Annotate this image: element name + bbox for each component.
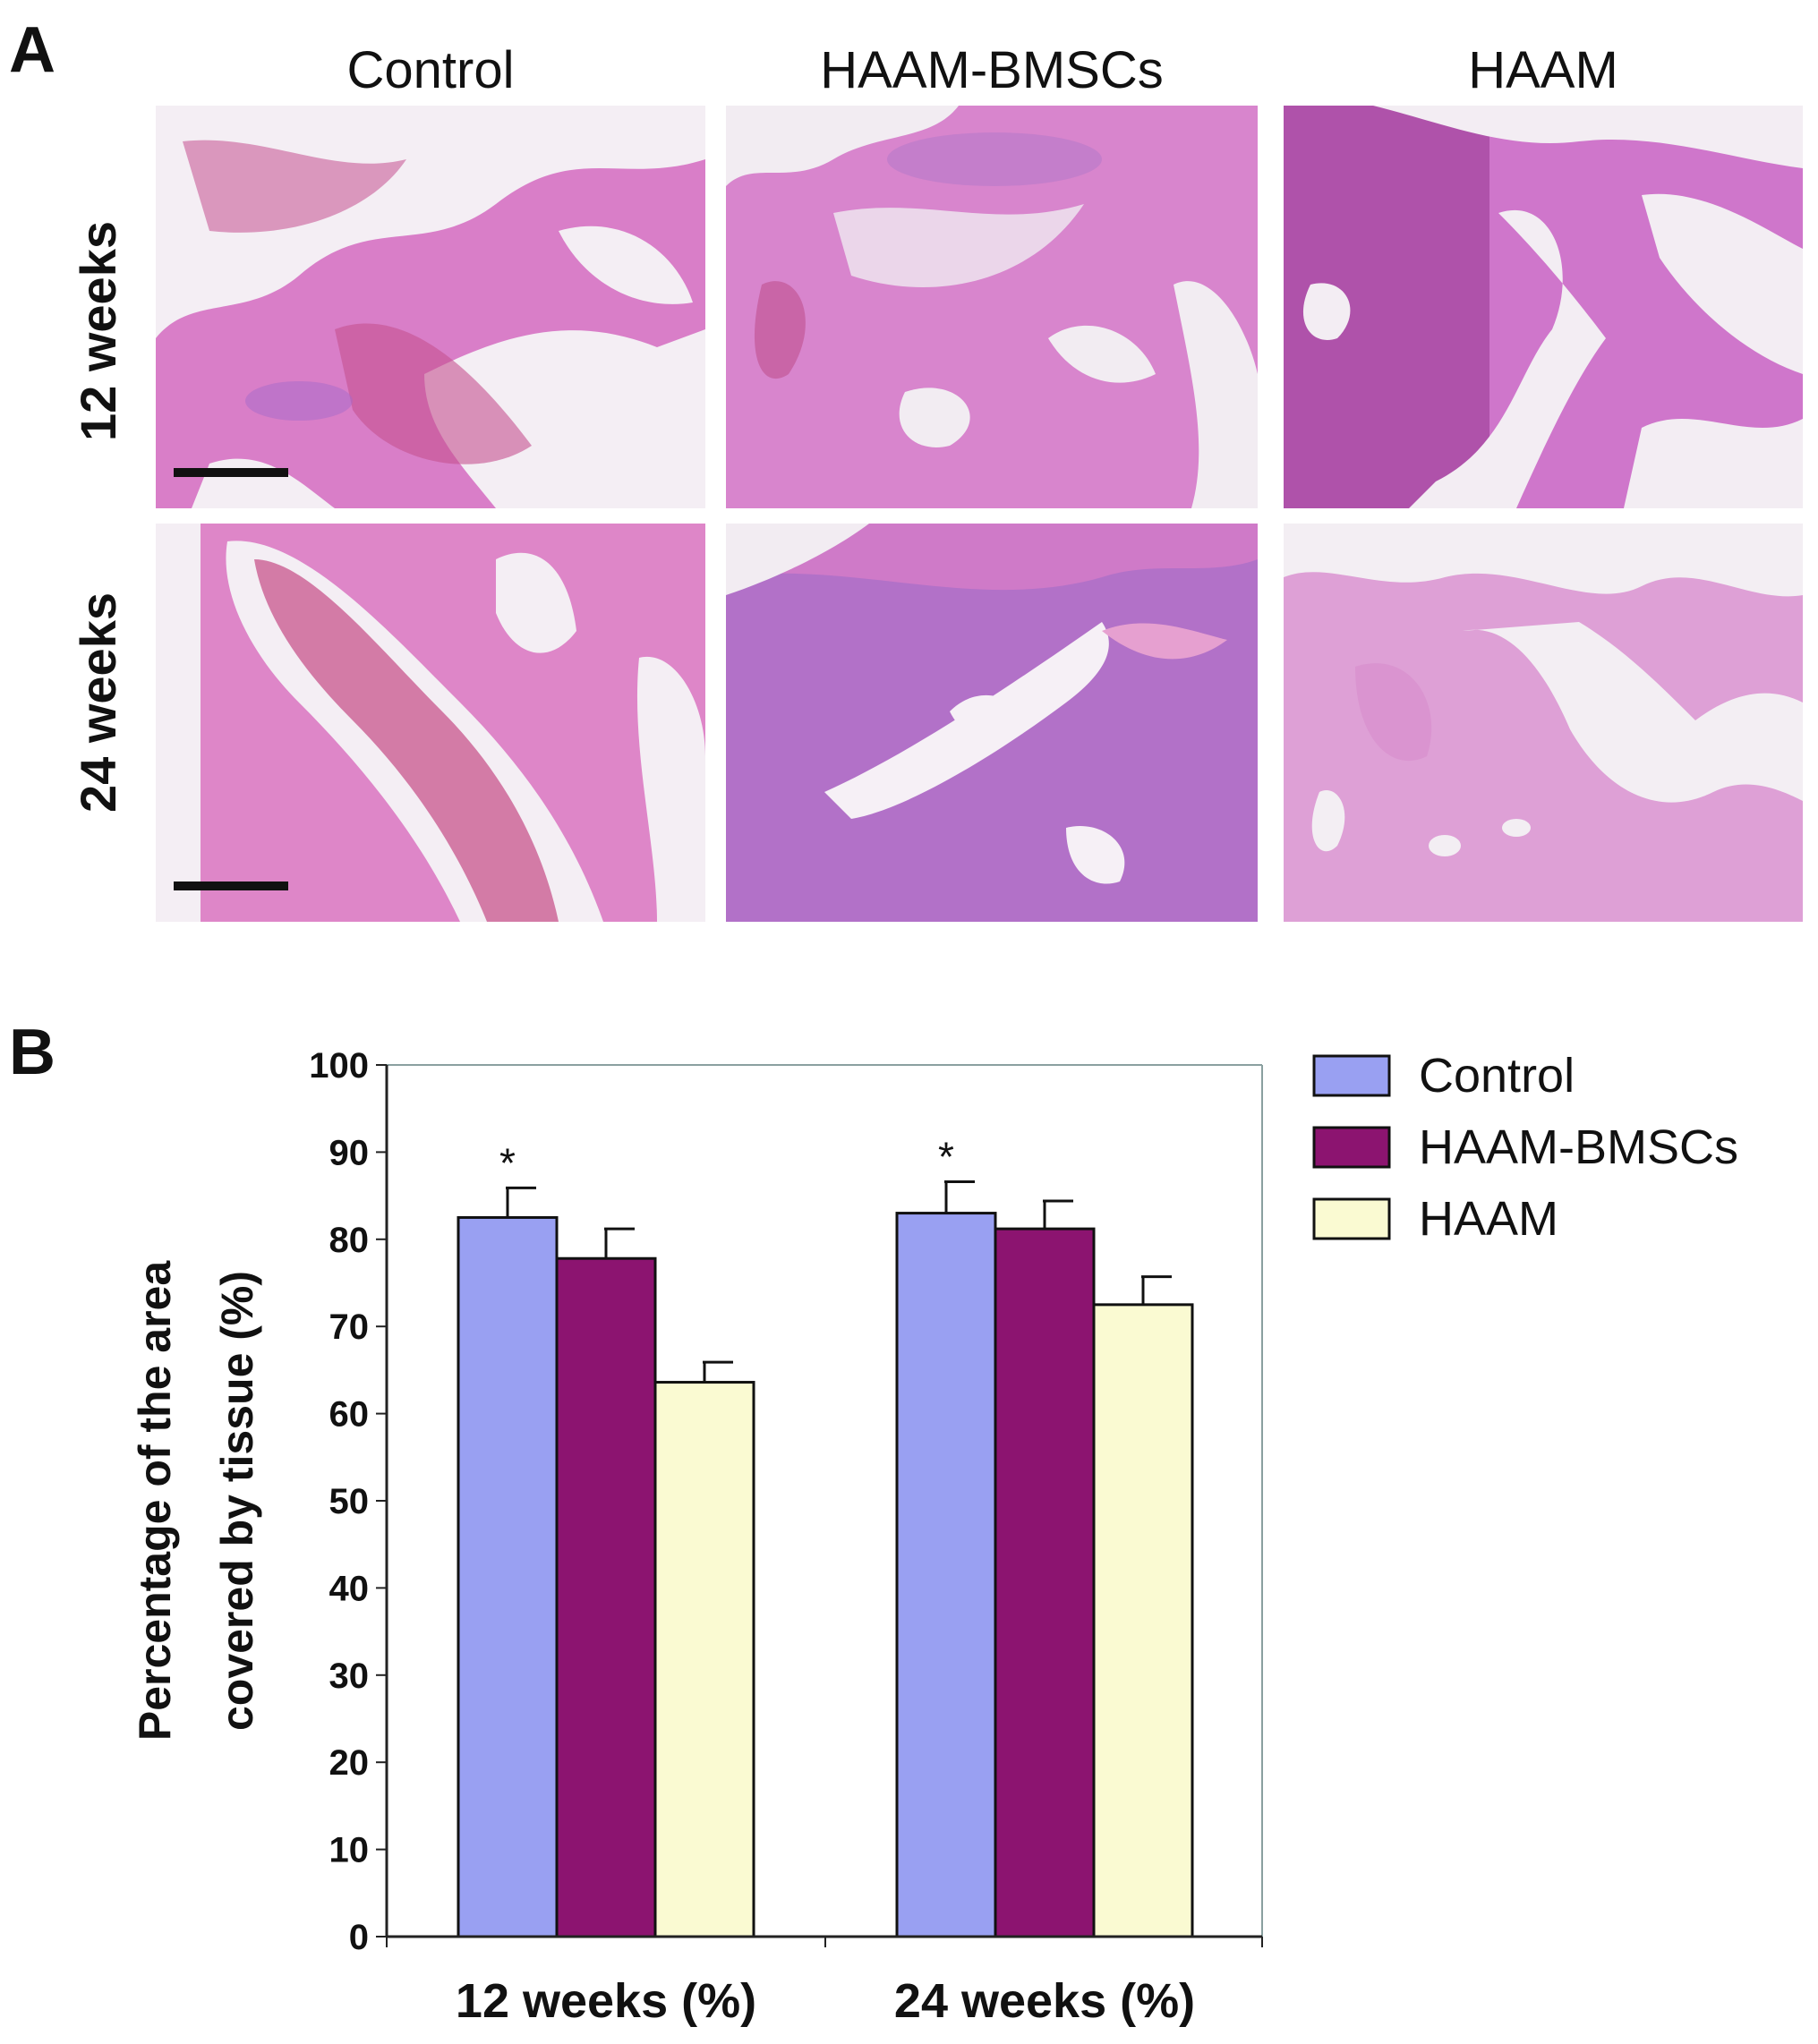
- y-axis-label-line: covered by tissue (%): [212, 1271, 262, 1731]
- column-header-haam: HAAM: [1468, 41, 1618, 99]
- legend-label: Control: [1419, 1049, 1575, 1103]
- row-label-24-weeks: 24 weeks: [70, 592, 126, 813]
- micrograph-control-24-weeks: [156, 524, 705, 922]
- y-axis-label: Percentage of the area covered by tissue …: [130, 1260, 262, 1742]
- micrograph-haam-bmscs-24-weeks: [726, 524, 1258, 922]
- y-tick-label: 60: [329, 1395, 370, 1435]
- x-axis-ticks: 12 weeks (%) 24 weeks (%): [456, 1974, 1195, 2028]
- column-header-haam-bmscs: HAAM-BMSCs: [820, 41, 1164, 99]
- legend-label: HAAM: [1419, 1192, 1558, 1246]
- panel-b-label: B: [9, 1017, 55, 1088]
- micrograph-haam-24-weeks: [1284, 524, 1803, 922]
- legend-swatch: [1312, 1054, 1391, 1097]
- micrograph-control-12-weeks: [156, 106, 705, 508]
- bars: * *: [457, 1134, 1194, 1938]
- bar: [895, 1212, 997, 1938]
- legend-label: HAAM-BMSCs: [1419, 1120, 1738, 1174]
- y-tick-label: 20: [329, 1743, 370, 1783]
- bar: [555, 1256, 657, 1938]
- y-tick-label: 30: [329, 1656, 370, 1696]
- bar: [1092, 1303, 1194, 1938]
- plot-frame: [385, 1064, 1263, 1947]
- micrograph-haam-bmscs-12-weeks: [726, 106, 1258, 508]
- bar: [457, 1215, 559, 1938]
- column-header-control: Control: [346, 41, 515, 99]
- y-tick-label: 80: [329, 1221, 370, 1260]
- y-tick-label: 50: [329, 1482, 370, 1521]
- y-tick-label: 0: [349, 1918, 369, 1957]
- row-label-12-weeks: 12 weeks: [70, 221, 126, 441]
- y-tick-label: 40: [329, 1569, 370, 1608]
- panel-a-label: A: [9, 14, 55, 86]
- micrograph-haam-12-weeks: [1284, 106, 1803, 508]
- legend-swatch: [1312, 1197, 1391, 1240]
- x-tick-label: 24 weeks (%): [894, 1974, 1195, 2028]
- y-tick-label: 10: [329, 1831, 370, 1870]
- legend-swatch: [1312, 1126, 1391, 1169]
- y-tick-label: 70: [329, 1307, 370, 1347]
- bar: [653, 1381, 755, 1938]
- y-axis-ticks: 0 10 20 30 40 50 60 70 80 90 100: [309, 1046, 387, 1957]
- y-tick-label: 100: [309, 1046, 369, 1086]
- significance-marker: *: [499, 1139, 516, 1186]
- legend: Control HAAM-BMSCs HAAM: [1312, 1049, 1738, 1246]
- significance-marker: *: [938, 1134, 954, 1180]
- bar: [994, 1227, 1096, 1938]
- x-tick-label: 12 weeks (%): [456, 1974, 756, 2028]
- bar-chart: Percentage of the area covered by tissue …: [130, 1046, 1738, 2028]
- y-axis-label-line: Percentage of the area: [130, 1260, 180, 1742]
- y-tick-label: 90: [329, 1133, 370, 1172]
